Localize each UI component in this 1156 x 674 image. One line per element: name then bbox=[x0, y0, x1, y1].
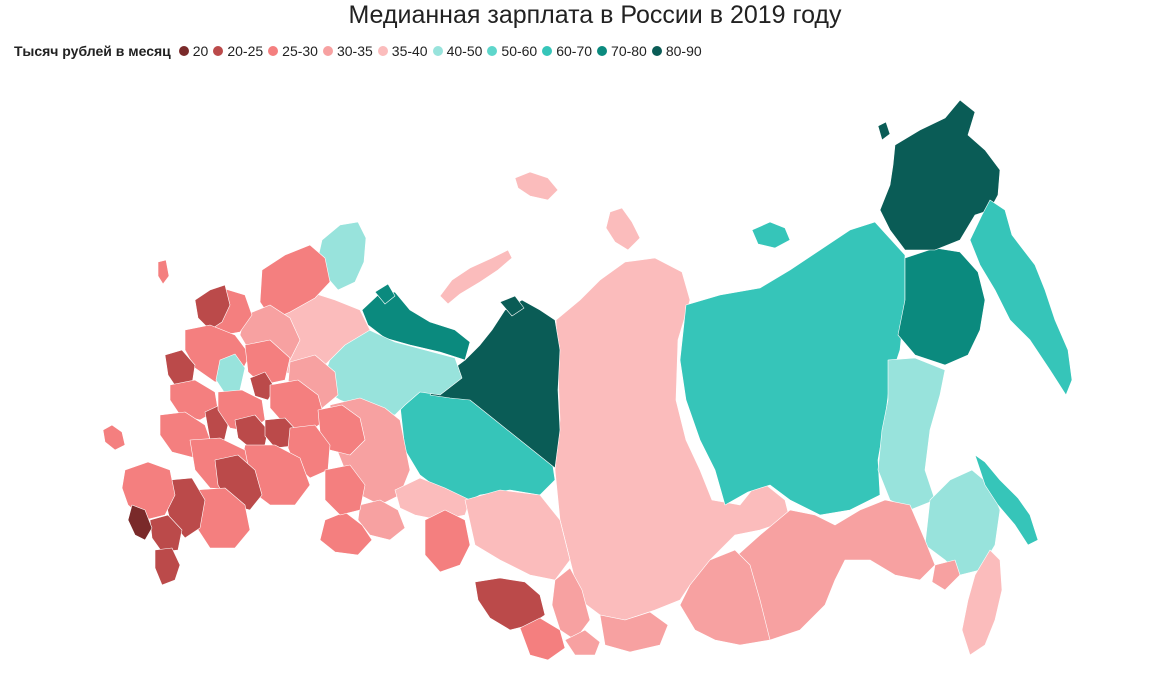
region-kaliningrad[interactable] bbox=[102, 424, 126, 451]
region-altai-republic[interactable] bbox=[519, 617, 566, 661]
legend-swatch bbox=[487, 46, 498, 56]
region-yakutia[interactable] bbox=[679, 221, 906, 516]
region-bely-island[interactable] bbox=[499, 295, 525, 317]
region-yaroslavl-ivanovo[interactable] bbox=[244, 339, 291, 386]
legend-item-20-25[interactable]: 20-25 bbox=[213, 43, 263, 59]
legend-title: Тысяч рублей в месяц bbox=[14, 43, 171, 59]
region-yamal[interactable] bbox=[429, 299, 561, 469]
legend-swatch bbox=[432, 46, 443, 56]
region-novaya-zemlya[interactable] bbox=[439, 249, 513, 305]
legend: Тысяч рублей в месяц 20 20-25 25-30 30-3… bbox=[14, 41, 707, 61]
legend-swatch bbox=[542, 46, 553, 56]
legend-item-50-60[interactable]: 50-60 bbox=[487, 43, 537, 59]
legend-item-70-80[interactable]: 70-80 bbox=[597, 43, 647, 59]
region-primorye[interactable] bbox=[961, 549, 1003, 656]
region-tyumen-kurgan[interactable] bbox=[394, 477, 471, 521]
legend-swatch bbox=[597, 46, 608, 56]
legend-item-25-30[interactable]: 25-30 bbox=[268, 43, 318, 59]
region-krasnodar[interactable] bbox=[121, 461, 176, 521]
region-north-caucasus[interactable] bbox=[127, 504, 153, 541]
region-kamchatka[interactable] bbox=[969, 199, 1073, 396]
region-taimyr-islands[interactable] bbox=[605, 207, 641, 251]
region-khabarovsk[interactable] bbox=[877, 357, 946, 511]
region-orenburg[interactable] bbox=[319, 511, 373, 556]
legend-swatch bbox=[178, 46, 189, 56]
legend-item-80-90[interactable]: 80-90 bbox=[651, 43, 702, 59]
region-new-siberian-islands[interactable] bbox=[751, 221, 791, 249]
legend-item-40-50[interactable]: 40-50 bbox=[432, 43, 482, 59]
region-tuva[interactable] bbox=[599, 611, 669, 653]
region-jewish-ao[interactable] bbox=[931, 559, 961, 591]
region-chelyabinsk[interactable] bbox=[357, 499, 406, 541]
legend-item-60-70[interactable]: 60-70 bbox=[542, 43, 592, 59]
region-stavropol[interactable] bbox=[149, 514, 183, 553]
legend-item-30-35[interactable]: 30-35 bbox=[322, 43, 373, 59]
legend-item-35-40[interactable]: 35-40 bbox=[377, 43, 428, 59]
legend-item-20[interactable]: 20 bbox=[178, 43, 208, 59]
legend-swatch bbox=[213, 46, 224, 56]
region-pskov[interactable] bbox=[194, 284, 231, 331]
region-sakhalin[interactable] bbox=[974, 454, 1039, 546]
legend-swatch bbox=[377, 46, 388, 56]
legend-swatch bbox=[651, 46, 662, 56]
legend-swatch bbox=[268, 46, 279, 56]
region-svalbard-edge[interactable] bbox=[157, 259, 170, 285]
region-wrangel-island[interactable] bbox=[877, 121, 891, 141]
region-kemerovo[interactable] bbox=[551, 567, 591, 641]
region-amur[interactable] bbox=[924, 469, 1001, 576]
region-dagestan[interactable] bbox=[154, 547, 181, 586]
region-irkutsk-buryatia[interactable] bbox=[679, 549, 771, 646]
chart-title: Медианная зарплата в России в 2019 году bbox=[348, 1, 842, 29]
region-vaygach[interactable] bbox=[374, 283, 396, 305]
region-bashkortostan[interactable] bbox=[324, 464, 366, 516]
region-omsk[interactable] bbox=[424, 509, 471, 573]
region-franz-josef-land[interactable] bbox=[514, 171, 559, 201]
region-tomsk-novosibirsk[interactable] bbox=[464, 489, 571, 581]
legend-swatch bbox=[322, 46, 333, 56]
region-khakassia[interactable] bbox=[564, 629, 601, 656]
region-magadan[interactable] bbox=[897, 247, 986, 366]
